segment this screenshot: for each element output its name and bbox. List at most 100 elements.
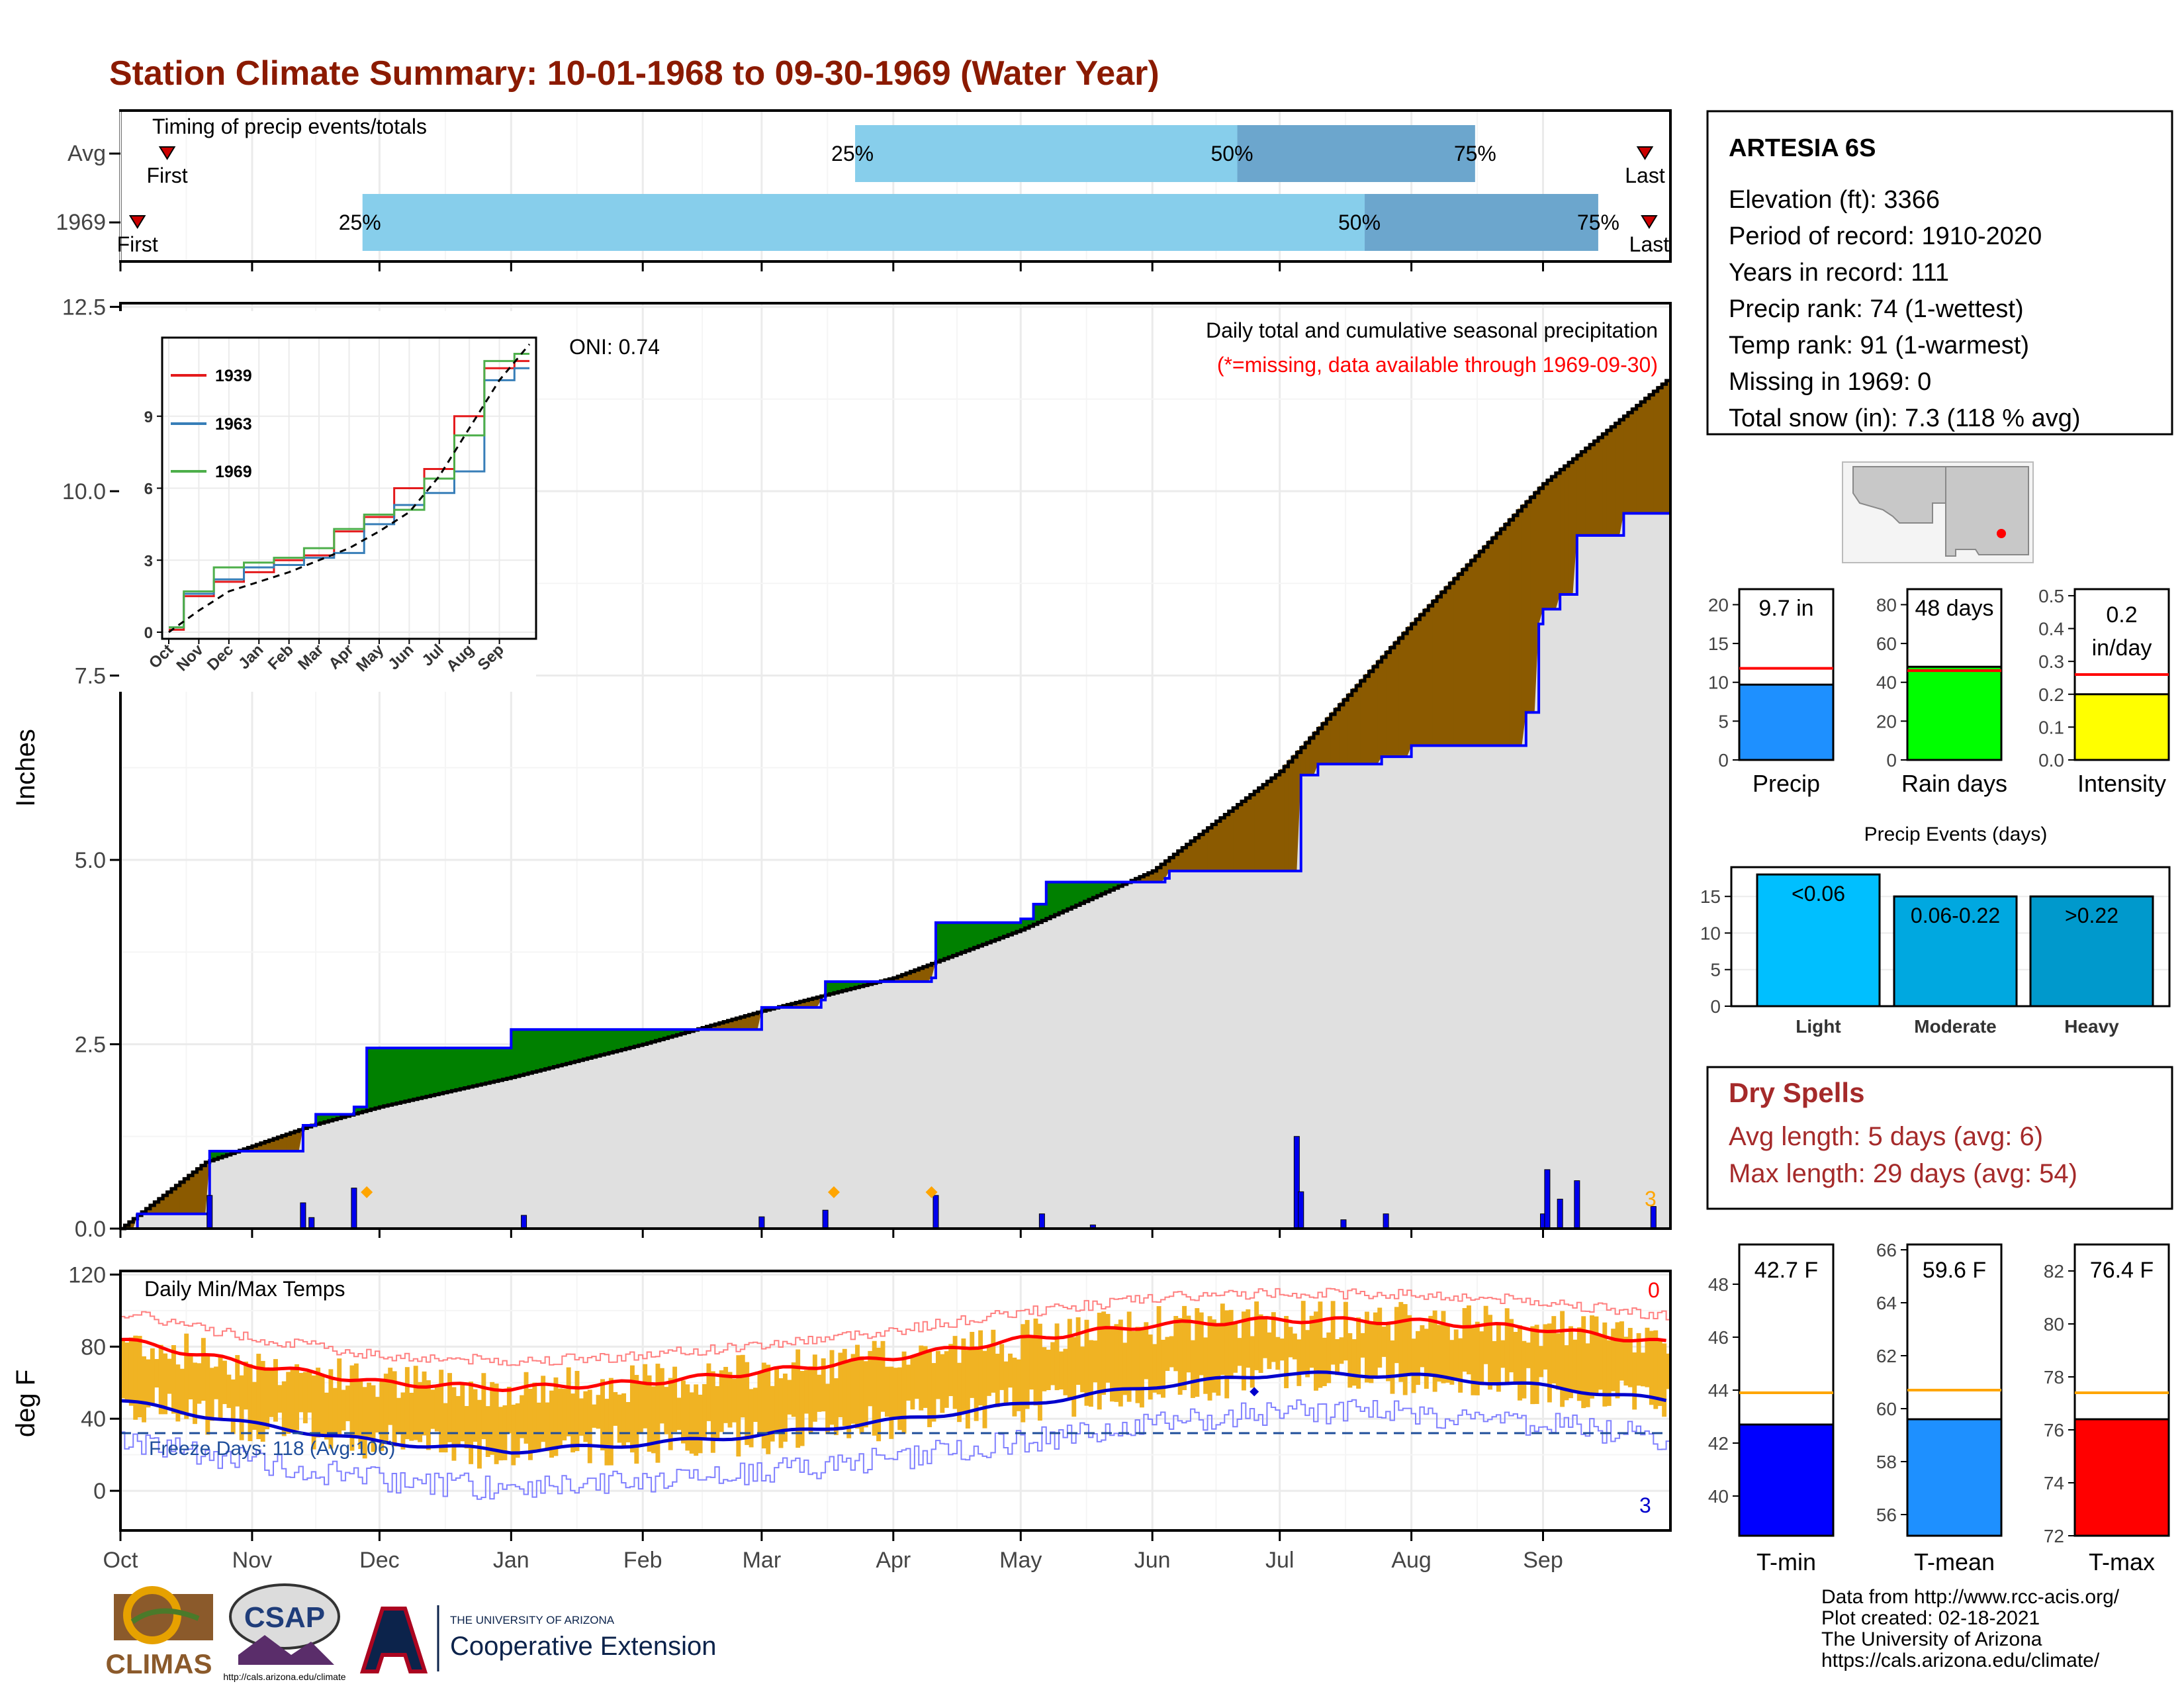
daily-temp-bar — [931, 1363, 936, 1422]
precip-events-panel: Precip Events (days) 0 5 10 15 <0.06 Light 0.0… — [1700, 823, 2171, 1037]
dry-spells-box: Dry Spells Avg length: 5 days (avg: 6) M… — [1706, 1066, 2173, 1210]
precip-anomaly-fill — [469, 1048, 474, 1087]
precip-anomaly-fill — [422, 1048, 427, 1098]
precip-anomaly-fill — [1394, 640, 1399, 757]
precip-anomaly-fill — [1207, 826, 1212, 871]
precip-anomaly-fill — [1254, 789, 1259, 871]
precip-anomaly-fill — [1139, 875, 1144, 882]
precip-anomaly-fill — [367, 1048, 372, 1110]
precip-anomaly-fill — [383, 1048, 388, 1106]
daily-temp-bar — [1420, 1325, 1425, 1368]
summary-bar-tick-label: 0.0 — [2038, 750, 2064, 771]
precip-anomaly-fill — [1110, 882, 1115, 890]
precip-anomaly-fill — [1190, 839, 1195, 871]
summary-bar-value: 48 days — [1915, 596, 1993, 621]
daily-temp-bar — [1645, 1327, 1650, 1387]
precip-anomaly-fill — [1560, 467, 1565, 595]
precip-anomaly-fill — [1483, 545, 1488, 746]
precip-anomaly-fill — [392, 1048, 397, 1104]
precip-anomaly-fill — [740, 1016, 745, 1030]
precip-anomaly-fill — [935, 922, 940, 961]
daily-temp-bar — [1207, 1316, 1212, 1401]
daily-temp-bar — [439, 1370, 444, 1453]
daily-temp-bar — [1636, 1333, 1641, 1386]
daily-temp-bar — [1075, 1317, 1081, 1385]
daily-temp-bar — [1126, 1311, 1132, 1402]
legend-1963: 1963 — [215, 415, 252, 434]
precip-anomaly-fill — [545, 1029, 550, 1068]
precip-anomaly-fill — [226, 1151, 232, 1154]
daily-temp-bar — [1522, 1340, 1527, 1399]
daily-temp-bar — [604, 1399, 610, 1466]
temp-summary-tick-label: 60 — [1876, 1399, 1897, 1419]
daily-temp-bar — [727, 1372, 733, 1428]
daily-temp-bar — [1241, 1311, 1246, 1391]
precip-anomaly-fill — [523, 1029, 529, 1074]
precip-anomaly-fill — [1063, 882, 1068, 910]
precip-anomaly-fill — [562, 1029, 567, 1064]
daily-temp-bar — [1152, 1344, 1158, 1393]
daily-temp-bar — [1279, 1338, 1285, 1361]
precip-anomaly-fill — [358, 1107, 363, 1113]
daily-temp-bar — [1479, 1331, 1484, 1385]
credits: Data from http://www.rcc-acis.org/Plot c… — [1821, 1586, 2120, 1671]
logos: CLIMAS CSAP http://cals.arizona.edu/clim… — [106, 1583, 716, 1682]
daily-temp-bar — [689, 1392, 694, 1454]
snow-marker — [361, 1186, 373, 1198]
freeze-days-label: Freeze Days: 118 (Avg:106) — [149, 1438, 395, 1460]
last-event-marker — [1641, 215, 1658, 229]
ua-small-text: THE UNIVERSITY OF ARIZONA — [450, 1614, 615, 1626]
precip-events-tick-label: 5 — [1710, 960, 1721, 980]
precip-anomaly-fill — [1649, 393, 1654, 514]
daily-temp-bar — [230, 1379, 236, 1434]
precip-anomaly-fill — [1420, 612, 1425, 746]
daily-temp-bar — [608, 1378, 614, 1466]
daily-temp-bar — [1458, 1338, 1463, 1393]
precip-anomaly-fill — [184, 1177, 189, 1214]
precip-anomaly-fill — [974, 922, 979, 947]
daily-temp-bar — [1224, 1310, 1230, 1399]
daily-temp-bar — [1101, 1311, 1107, 1395]
summary-bar-label: Rain days — [1901, 770, 2007, 797]
precip-anomaly-fill — [1088, 882, 1093, 899]
month-tick-label: Sep — [1523, 1548, 1563, 1573]
daily-temp-bar — [876, 1348, 882, 1442]
precip-anomaly-fill — [265, 1141, 270, 1152]
precip-anomaly-fill — [1297, 750, 1302, 871]
precip-anomaly-fill — [1101, 882, 1107, 893]
precip-anomaly-fill — [1003, 922, 1009, 936]
daily-temp-bar — [1263, 1318, 1267, 1358]
precip-anomaly-fill — [455, 1048, 461, 1090]
precip-anomaly-fill — [434, 1048, 439, 1094]
daily-temp-bar — [1339, 1337, 1344, 1364]
ua-a-mark — [359, 1607, 428, 1673]
precip-anomaly-fill — [1602, 432, 1608, 536]
precip-anomaly-fill — [1224, 813, 1230, 871]
daily-temp-bar — [1173, 1316, 1179, 1372]
station-info-line: Period of record: 1910-2020 — [1729, 222, 2042, 250]
precip-anomaly-fill — [222, 1151, 228, 1156]
daily-temp-bar — [379, 1381, 385, 1451]
precip-anomaly-fill — [638, 1029, 643, 1045]
precip-anomaly-fill — [404, 1048, 410, 1101]
precip-anomaly-fill — [731, 1019, 737, 1030]
daily-temp-bar — [1029, 1336, 1034, 1390]
daily-temp-bar — [1606, 1340, 1612, 1406]
daily-temp-bar — [520, 1395, 525, 1438]
precip-anomaly-fill — [541, 1029, 546, 1070]
precip-anomaly-fill — [1012, 922, 1017, 933]
precip-anomaly-fill — [251, 1145, 257, 1152]
timing-label: Timing of precip events/totals — [152, 115, 427, 138]
daily-temp-bar — [995, 1353, 1000, 1407]
daily-temp-bar — [409, 1393, 414, 1441]
precip-anomaly-fill — [1046, 882, 1051, 918]
precip-anomaly-fill — [1263, 782, 1268, 871]
temp-summary-tick-label: 42 — [1708, 1433, 1729, 1454]
precip-anomaly-fill — [1424, 608, 1429, 746]
month-tick-label: Jul — [1265, 1548, 1294, 1573]
precip-anomaly-fill — [167, 1190, 172, 1214]
daily-temp-bar — [817, 1374, 822, 1412]
q25-label: 25% — [339, 211, 381, 234]
